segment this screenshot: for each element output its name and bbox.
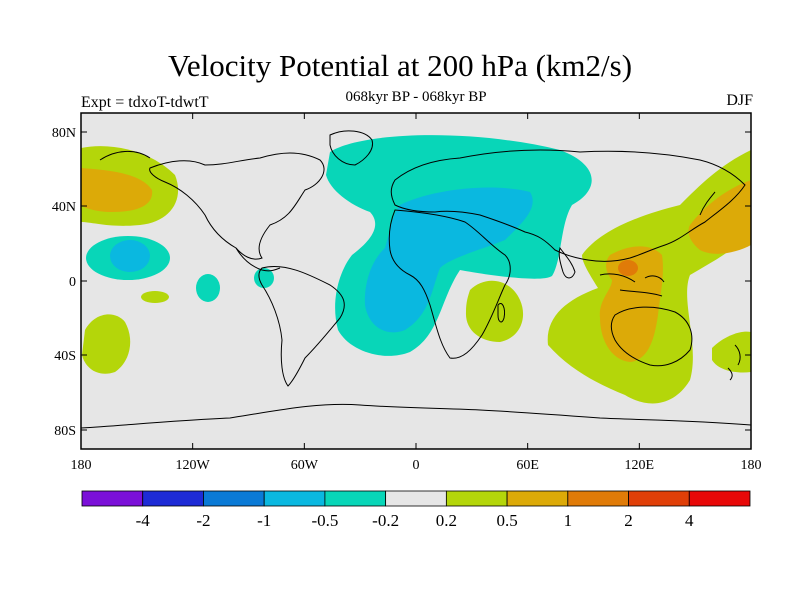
page-title: Velocity Potential at 200 hPa (km2/s): [167, 48, 633, 83]
coast-indonesia: [599, 273, 665, 297]
colorbar-label: 4: [685, 511, 694, 530]
coast-south-america: [258, 266, 345, 387]
contour-fields: [81, 135, 751, 404]
contour-blue-core: [364, 187, 533, 333]
contour-yellowgreen-madagascar: [465, 280, 524, 342]
colorbar-label: -1: [257, 511, 271, 530]
experiment-label: Expt = tdxoT-tdwtT: [81, 94, 209, 111]
lat-tick-label: 40S: [54, 349, 76, 364]
latitude-ticks: 80N 40N 0 40S 80S: [52, 126, 751, 439]
lat-tick-label: 80S: [54, 424, 76, 439]
colorbar-label: 2: [624, 511, 633, 530]
colorbar-swatch: [688, 490, 751, 507]
colorbar-swatch: [385, 490, 447, 507]
colorbar-swatch: [445, 490, 508, 507]
colorbar-swatch: [203, 490, 265, 507]
coast-australia: [610, 306, 693, 367]
season-label: DJF: [726, 92, 753, 109]
lat-tick-label: 0: [69, 275, 76, 290]
colorbar: -4 -2 -1 -0.5 -0.2 0.2 0.5 1 2 4: [81, 490, 751, 530]
coast-alaska: [99, 151, 151, 161]
lon-tick-label: 180: [741, 458, 762, 473]
coast-central-america: [235, 247, 281, 272]
longitude-ticks: 180 120W 60W 0 60E 120E 180: [71, 113, 762, 473]
colorbar-label: -2: [196, 511, 210, 530]
contour-orange-nw-pacific: [688, 180, 751, 254]
contour-yellowgreen-south-pacific: [82, 314, 131, 374]
coast-africa: [388, 209, 511, 359]
colorbar-label: -0.5: [311, 511, 338, 530]
lon-tick-label: 120E: [625, 458, 655, 473]
colorbar-label: 0.5: [496, 511, 517, 530]
contour-yellowgreen-small: [141, 291, 169, 303]
coast-india: [558, 246, 576, 279]
lon-tick-label: 60E: [516, 458, 539, 473]
lat-tick-label: 40N: [52, 200, 76, 215]
colorbar-swatch: [628, 490, 690, 507]
subtitle: 068kyr BP - 068kyr BP: [345, 89, 487, 105]
contour-blue-pacific: [110, 240, 150, 272]
lon-tick-label: 120W: [176, 458, 211, 473]
coastlines: [81, 130, 751, 429]
colorbar-swatch: [567, 490, 629, 507]
colorbar-label: -4: [136, 511, 151, 530]
lon-tick-label: 0: [413, 458, 420, 473]
coast-antarctica: [81, 403, 751, 429]
contour-yellowgreen-se-corner: [712, 331, 751, 373]
colorbar-swatch: [506, 490, 569, 507]
lon-tick-label: 180: [71, 458, 92, 473]
colorbar-label: 1: [564, 511, 573, 530]
contour-teal-patch-1: [196, 274, 220, 302]
contour-darkorange-core: [618, 260, 638, 276]
colorbar-swatch: [81, 490, 144, 507]
colorbar-swatch: [142, 490, 204, 507]
lat-tick-label: 80N: [52, 126, 76, 141]
coast-north-america: [149, 152, 325, 260]
coast-europe-asia: [390, 149, 746, 262]
contour-orange-ne-pacific: [81, 168, 153, 212]
coast-greenland: [329, 130, 374, 166]
coast-madagascar: [497, 303, 505, 323]
lon-tick-label: 60W: [291, 458, 319, 473]
colorbar-swatch: [263, 490, 326, 507]
colorbar-label: 0.2: [436, 511, 457, 530]
coast-new-zealand: [727, 344, 741, 381]
colorbar-label: -0.2: [372, 511, 399, 530]
coast-japan: [699, 191, 716, 216]
contour-orange-indonesia: [599, 246, 663, 362]
colorbar-swatch: [324, 490, 387, 507]
